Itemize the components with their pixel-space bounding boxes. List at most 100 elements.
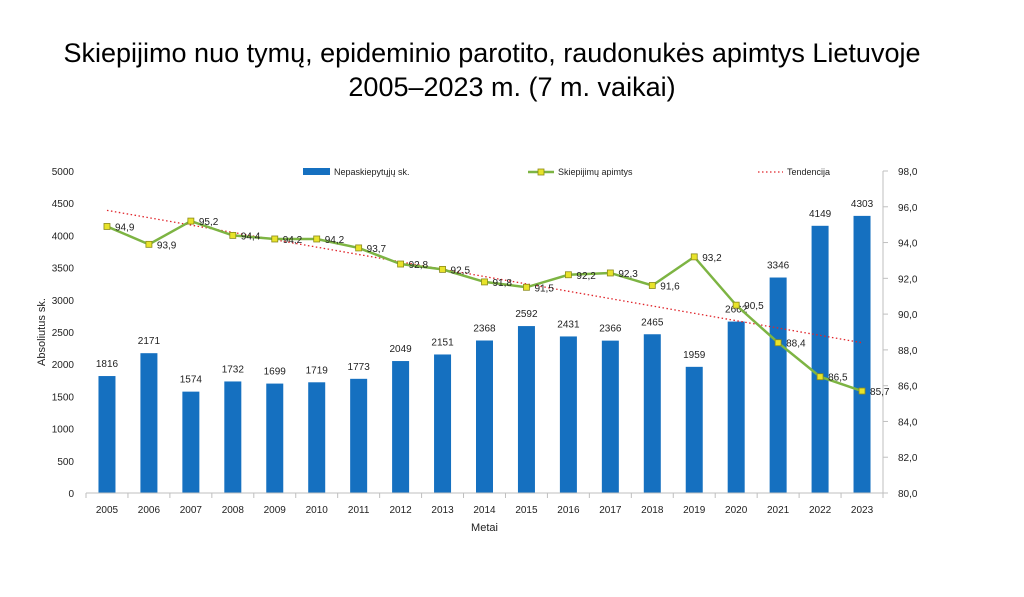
- line-data-label: 95,2: [199, 217, 219, 228]
- bar: [727, 321, 745, 493]
- bar: [601, 340, 619, 493]
- bar: [769, 277, 787, 493]
- bar: [182, 391, 200, 493]
- y-tick-label: 2500: [52, 328, 75, 339]
- line-marker: [648, 282, 656, 289]
- bar-data-label: 1773: [348, 362, 371, 373]
- line-data-label: 92,2: [576, 271, 596, 282]
- bar-data-label: 1816: [96, 359, 119, 370]
- line-marker: [858, 387, 866, 395]
- line-marker: [732, 301, 740, 309]
- line-marker: [145, 240, 153, 248]
- y-axis-title: Absoliutus sk.: [36, 298, 48, 366]
- line-data-label: 91,6: [660, 281, 680, 292]
- bar-series: [98, 215, 871, 494]
- line-marker: [103, 223, 111, 230]
- line-data-label: 94,2: [325, 235, 345, 246]
- y2-tick-label: 96,0: [898, 203, 918, 214]
- x-tick-label: 2020: [725, 505, 748, 516]
- line-marker: [564, 271, 572, 279]
- x-tick-label: 2018: [641, 505, 664, 516]
- bar: [308, 382, 326, 493]
- bar-data-label: 1959: [683, 350, 706, 361]
- y2-tick-label: 94,0: [898, 239, 918, 250]
- y-tick-label: 0: [68, 489, 74, 500]
- line-marker: [481, 278, 488, 286]
- y2-tick-label: 88,0: [898, 346, 918, 357]
- y2-tick-label: 84,0: [898, 417, 918, 428]
- line-data-label: 93,2: [702, 253, 722, 264]
- bar: [476, 340, 493, 493]
- bar: [811, 225, 829, 494]
- y2-tick-label: 90,0: [898, 310, 918, 321]
- bar-data-label: 2171: [138, 336, 161, 347]
- line-marker: [523, 283, 530, 291]
- bar-data-label: 1719: [306, 365, 329, 376]
- bar: [434, 354, 452, 493]
- x-tick-label: 2019: [683, 505, 706, 516]
- bar: [350, 378, 368, 493]
- y-tick-label: 1500: [52, 392, 75, 403]
- bar: [685, 366, 703, 493]
- line-marker: [816, 373, 824, 381]
- bar-data-label: 1574: [180, 375, 203, 386]
- y2-tick-label: 82,0: [898, 453, 918, 464]
- legend-swatch-marker: [537, 168, 545, 176]
- y2-tick-label: 92,0: [898, 274, 918, 285]
- bar: [559, 336, 577, 493]
- y-tick-label: 5000: [52, 167, 75, 178]
- y-tick-label: 3500: [52, 264, 75, 275]
- line-data-label: 92,3: [618, 269, 638, 280]
- x-tick-label: 2008: [222, 505, 245, 516]
- bar-data-label: 2049: [389, 344, 412, 355]
- line-data-label: 86,5: [828, 373, 848, 384]
- chart-title: Skiepijimo nuo tymų, epideminio parotito…: [0, 36, 1024, 104]
- x-tick-label: 2007: [180, 505, 203, 516]
- x-axis: 2005 2006 2007 2008 2009 2010 2011 2012 2013 2014…: [85, 492, 884, 534]
- legend-label: Nepaskiepytųjų sk.: [334, 167, 410, 177]
- bar-data-label: 1732: [222, 364, 245, 375]
- y-axis-right: 80,0 82,0 84,0 86,0 88,0 90,0 92,0 94,0 96,0 98,0: [882, 167, 918, 500]
- legend: Nepaskiepytųjų sk. Skiepijimų apimtys Tend…: [303, 167, 830, 177]
- line-data-label: 85,7: [870, 387, 890, 398]
- line-marker: [774, 339, 782, 347]
- line-data-label: 90,5: [744, 301, 764, 312]
- bar: [392, 361, 410, 493]
- line-data-label: 91,5: [534, 283, 554, 294]
- bar-data-label: 4303: [851, 199, 874, 210]
- bar: [140, 353, 158, 493]
- line-data-label: 94,9: [115, 222, 135, 233]
- bar-data-label: 2592: [515, 309, 538, 320]
- bar: [643, 334, 661, 493]
- y-tick-label: 4000: [52, 231, 75, 242]
- bar-data-label: 2151: [431, 337, 454, 348]
- bar-data-labels: 1816 2171 1574 1732 1699 1719 1773 2049 2151 2368…: [96, 199, 874, 386]
- y2-tick-label: 86,0: [898, 382, 918, 393]
- line-marker: [397, 260, 405, 268]
- line-data-label: 92,5: [451, 265, 471, 276]
- x-tick-label: 2016: [557, 505, 580, 516]
- line-data-label: 88,4: [786, 339, 806, 350]
- y-axis-left: 0 500 1000 1500 2000 2500 3000 3500 4000 4500 5000…: [36, 167, 74, 500]
- bar: [517, 326, 535, 493]
- bar-data-label: 2366: [599, 324, 622, 335]
- x-tick-label: 2023: [851, 505, 874, 516]
- line-marker: [187, 217, 195, 225]
- bar-data-label: 4149: [809, 209, 832, 220]
- bar: [98, 376, 116, 493]
- line-marker: [690, 253, 698, 261]
- bar-data-label: 2465: [641, 317, 664, 328]
- x-tick-label: 2009: [264, 505, 287, 516]
- y-tick-label: 3000: [52, 296, 75, 307]
- bar: [224, 381, 242, 493]
- line-data-label: 94,2: [283, 235, 303, 246]
- y-tick-label: 4500: [52, 199, 75, 210]
- x-tick-label: 2011: [348, 505, 370, 516]
- line-marker: [606, 269, 614, 277]
- legend-label: Tendencija: [787, 167, 830, 177]
- line-marker: [313, 235, 321, 243]
- line-data-label: 91,8: [493, 278, 513, 289]
- y2-tick-label: 98,0: [898, 167, 918, 178]
- legend-label: Skiepijimų apimtys: [558, 167, 633, 177]
- bar-data-label: 1699: [264, 367, 287, 378]
